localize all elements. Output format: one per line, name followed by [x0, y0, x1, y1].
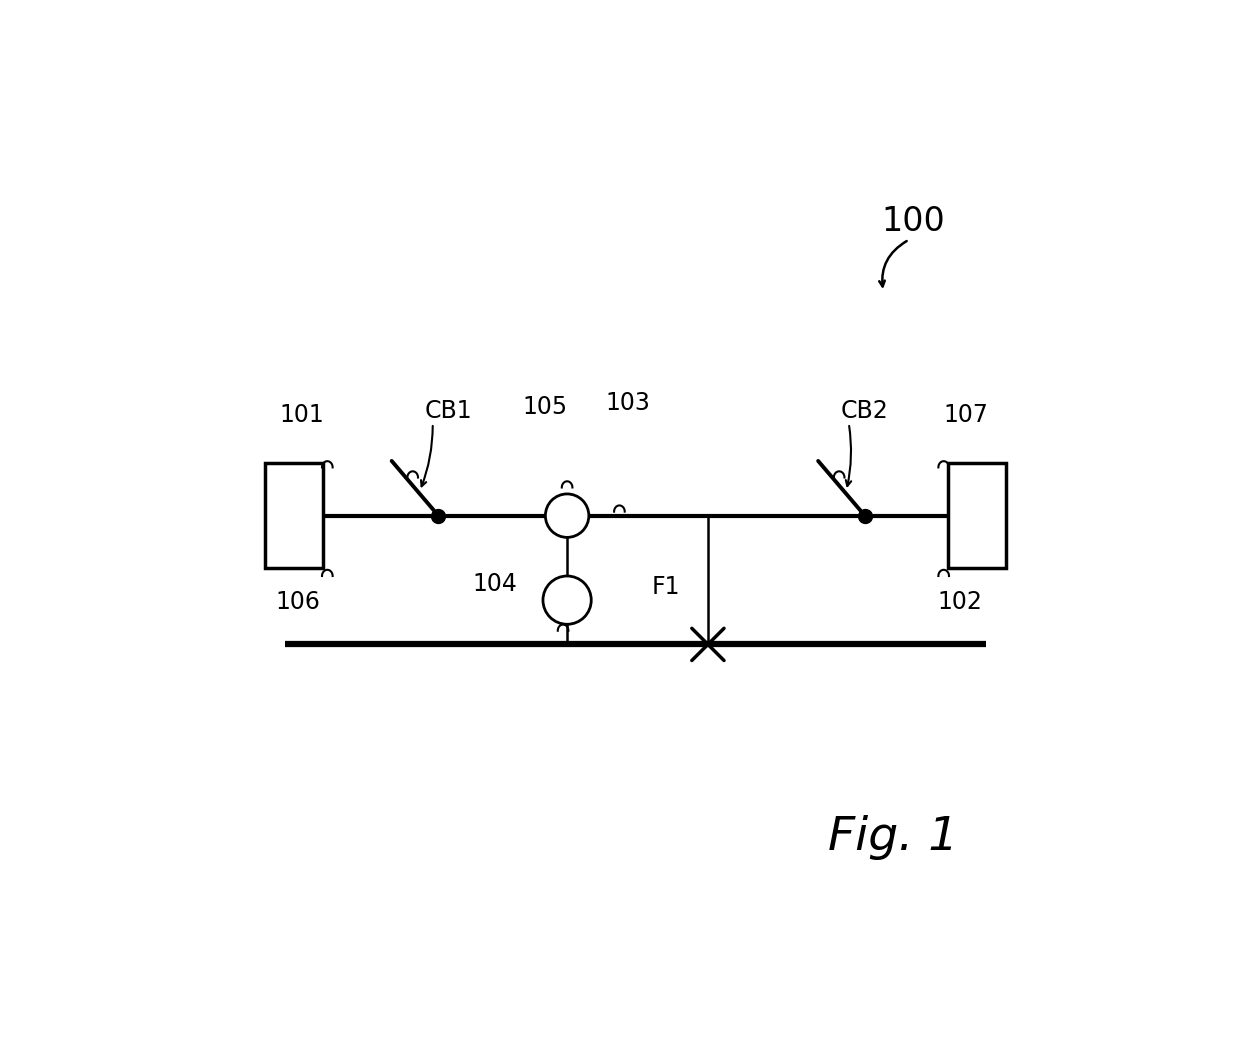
Text: 106: 106 [275, 589, 320, 613]
Circle shape [546, 494, 589, 537]
Text: 105: 105 [523, 395, 568, 419]
Text: F1: F1 [652, 575, 681, 599]
Text: CB2: CB2 [841, 399, 888, 423]
Text: 102: 102 [937, 589, 982, 613]
Text: CB1: CB1 [424, 399, 472, 423]
Text: 101: 101 [279, 403, 324, 427]
Text: Fig. 1: Fig. 1 [828, 815, 959, 860]
Text: 107: 107 [942, 403, 988, 427]
Text: 103: 103 [605, 391, 650, 415]
Circle shape [543, 576, 591, 624]
Bar [947, 463, 1006, 568]
Bar [265, 463, 324, 568]
Text: 100: 100 [882, 206, 945, 238]
Text: 104: 104 [472, 572, 517, 596]
